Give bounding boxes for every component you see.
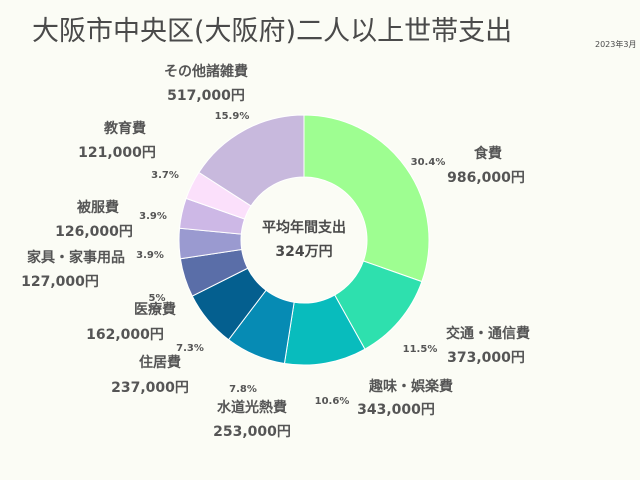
label-housing-percent: 7.3% <box>176 343 204 354</box>
label-hobby-category: 趣味・娯楽費 <box>368 378 453 395</box>
label-clothing-category: 被服費 <box>77 199 119 216</box>
label-other-category: その他諸雑費 <box>164 63 248 80</box>
label-other-percent: 15.9% <box>215 111 250 122</box>
label-transport-value: 373,000円 <box>447 350 525 366</box>
slice-other <box>198 114 305 207</box>
slice-food <box>303 114 430 283</box>
label-utilities-category: 水道光熱費 <box>217 399 287 416</box>
label-medical-percent: 5% <box>149 293 166 304</box>
label-education-value: 121,000円 <box>78 145 156 161</box>
label-hobby-value: 343,000円 <box>357 402 435 418</box>
label-food-value: 986,000円 <box>447 170 525 186</box>
label-housing-value: 237,000円 <box>111 380 189 396</box>
label-utilities-percent: 7.8% <box>229 384 257 395</box>
label-medical-value: 162,000円 <box>86 327 164 343</box>
label-clothing-value: 126,000円 <box>55 224 133 240</box>
center-label-title: 平均年間支出 <box>262 219 346 236</box>
donut-slices <box>178 114 430 366</box>
label-furniture-category: 家具・家事用品 <box>27 249 125 266</box>
label-clothing-percent: 3.9% <box>139 211 167 222</box>
label-food-category: 食費 <box>474 145 502 162</box>
label-education-category: 教育費 <box>104 120 146 137</box>
label-food-percent: 30.4% <box>411 157 446 168</box>
label-housing-category: 住居費 <box>139 354 181 371</box>
chart-title: 大阪市中央区(大阪府)二人以上世帯支出 <box>32 16 512 47</box>
label-hobby-percent: 10.6% <box>315 396 350 407</box>
center-label-value: 324万円 <box>275 244 332 260</box>
label-medical-category: 医療費 <box>134 301 176 318</box>
label-furniture-percent: 3.9% <box>136 250 164 261</box>
label-transport-percent: 11.5% <box>403 344 438 355</box>
label-education-percent: 3.7% <box>151 170 179 181</box>
label-other-value: 517,000円 <box>167 88 245 104</box>
label-utilities-value: 253,000円 <box>213 424 291 440</box>
label-transport-category: 交通・通信費 <box>446 325 530 342</box>
label-furniture-value: 127,000円 <box>21 274 99 290</box>
chart-date: 2023年3月 <box>595 39 636 49</box>
